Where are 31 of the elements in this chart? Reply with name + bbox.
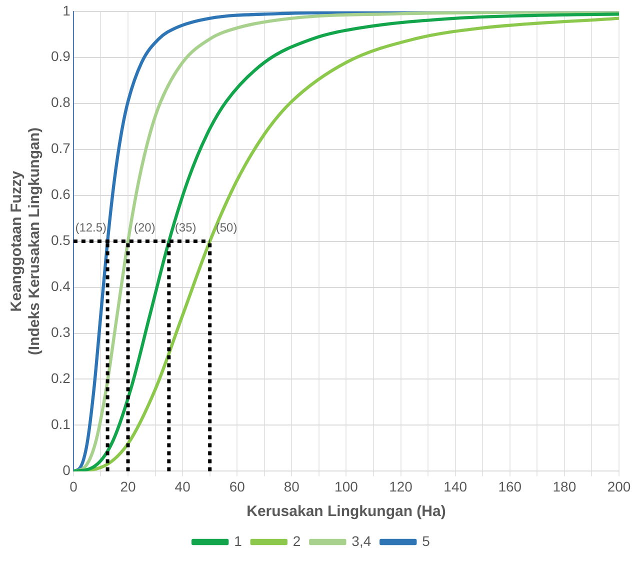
ref-line-label: (12.5) <box>75 220 107 235</box>
y-tick-label: 0.5 <box>50 232 71 248</box>
ref-line-label: (35) <box>174 220 196 235</box>
y-tick-label: 0.8 <box>50 94 71 110</box>
x-tick-label: 120 <box>389 478 413 494</box>
y-tick-label: 0.9 <box>50 48 71 64</box>
x-tick-label: 80 <box>284 478 300 494</box>
y-axis-title: Keanggotaan Fuzzy (Indeks Kerusakan Lingkungan) <box>8 128 44 356</box>
x-tick-label: 160 <box>498 478 522 494</box>
y-tick-label: 0.1 <box>50 416 71 432</box>
x-tick-label: 20 <box>120 478 136 494</box>
x-tick-label: 140 <box>444 478 468 494</box>
x-tick-label: 60 <box>229 478 246 494</box>
y-tick-label: 0.2 <box>50 370 71 386</box>
x-tick-label: 200 <box>607 478 631 494</box>
legend-label: 2 <box>292 532 301 549</box>
ref-line-label: (20) <box>134 220 156 235</box>
x-tick-label: 180 <box>552 478 576 494</box>
ref-line-label: (50) <box>216 220 238 235</box>
y-tick-label: 1 <box>62 2 71 18</box>
legend-label: 3,4 <box>352 532 372 549</box>
y-tick-label: 0.3 <box>50 324 71 340</box>
y-tick-label: 0 <box>62 462 71 478</box>
y-tick-label: 0.7 <box>50 140 71 156</box>
x-tick-label: 100 <box>334 478 358 494</box>
legend-label: 1 <box>234 532 242 549</box>
y-tick-label: 0.4 <box>50 278 71 294</box>
y-tick-label: 0.6 <box>50 186 71 202</box>
x-tick-label: 40 <box>174 478 191 494</box>
x-axis-title: Kerusakan Lingkungan (Ha) <box>246 503 446 520</box>
legend-label: 5 <box>422 532 430 549</box>
